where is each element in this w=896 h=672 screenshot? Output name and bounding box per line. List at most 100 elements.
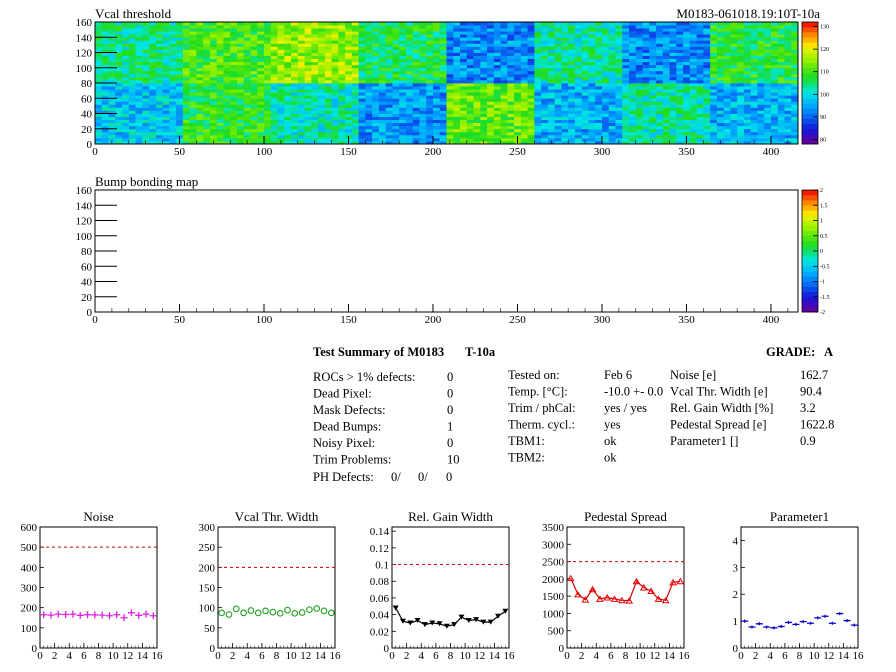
heatmap-cell <box>378 104 387 108</box>
heatmap-cell <box>635 89 643 93</box>
colorbar-band <box>802 251 818 257</box>
y-tick-label: 0 <box>384 643 390 655</box>
heatmap-cell <box>723 70 731 75</box>
heatmap-cell <box>419 70 427 75</box>
heatmap-cell <box>203 86 211 90</box>
heatmap-cell <box>142 119 150 124</box>
heatmap-cell <box>446 107 454 111</box>
heatmap-cell <box>453 22 461 26</box>
heatmap-cell <box>480 137 488 142</box>
heatmap-cell <box>142 64 150 69</box>
x-tick-label: 4 <box>67 650 73 662</box>
heatmap-cell <box>203 22 211 26</box>
heatmap-cell <box>534 55 542 59</box>
heatmap-cell <box>669 119 677 124</box>
heatmap-cell <box>243 104 251 108</box>
heatmap-cell <box>243 128 251 133</box>
heatmap-cell <box>743 28 752 32</box>
heatmap-cell <box>669 22 677 26</box>
heatmap-cell <box>527 46 535 50</box>
heatmap-cell <box>453 40 461 44</box>
heatmap-cell <box>304 40 312 44</box>
heatmap-cell <box>338 70 346 75</box>
heatmap-cell <box>493 43 501 47</box>
heatmap-cell <box>392 25 400 29</box>
heatmap-cell <box>358 113 366 117</box>
heatmap-cell <box>378 61 387 66</box>
heatmap-cell <box>554 49 562 53</box>
heatmap-cell <box>764 86 772 90</box>
heatmap-cell <box>365 98 373 102</box>
heatmap-cell <box>601 67 610 72</box>
heatmap-cell <box>108 83 116 87</box>
heatmap-cell <box>378 67 387 72</box>
heatmap-cell <box>243 122 251 127</box>
heatmap-cell <box>615 64 623 69</box>
heatmap-cell <box>291 95 299 99</box>
heatmap-cell <box>656 107 664 111</box>
data-point <box>574 590 582 598</box>
heatmap-cell <box>656 104 664 108</box>
heatmap-cell <box>439 122 447 127</box>
heatmap-cell <box>108 128 116 133</box>
heatmap-cell <box>595 107 603 111</box>
data-point <box>588 585 597 593</box>
heatmap-cell <box>399 98 407 102</box>
heatmap-cell <box>723 25 731 29</box>
heatmap-cell <box>716 43 725 47</box>
heatmap-cell <box>568 58 576 63</box>
heatmap-cell <box>405 137 414 142</box>
heatmap-cell <box>324 46 332 50</box>
heatmap-cell <box>601 107 610 111</box>
colorbar-band <box>802 240 818 247</box>
heatmap-cell <box>405 37 414 41</box>
heatmap-cell <box>791 43 799 47</box>
heatmap-cell <box>764 92 772 96</box>
heatmap-cell <box>473 116 481 120</box>
heatmap-cell <box>723 131 731 136</box>
heatmap-cell <box>257 128 265 133</box>
data-point <box>654 595 663 602</box>
heatmap-cell <box>770 28 779 32</box>
heatmap-cell <box>392 83 400 87</box>
heatmap-cell <box>487 73 495 78</box>
heatmap-cell <box>95 122 103 127</box>
heatmap-cell <box>696 55 704 59</box>
series-line <box>570 577 681 602</box>
heatmap-cell <box>426 98 434 102</box>
heatmap-cell <box>487 122 495 127</box>
heatmap-cell <box>770 76 779 81</box>
heatmap-cell <box>703 86 711 90</box>
heatmap-cell <box>595 49 603 53</box>
heatmap-cell <box>534 76 542 81</box>
heatmap-cell <box>527 122 535 127</box>
data-point <box>465 617 472 623</box>
heatmap-cell <box>750 40 758 44</box>
heatmap-cell <box>770 58 779 63</box>
heatmap-cell <box>358 101 366 105</box>
heatmap-cell <box>155 34 163 38</box>
heatmap-cell <box>196 89 204 93</box>
heatmap-cell <box>432 52 441 56</box>
heatmap-cell <box>737 31 745 35</box>
heatmap-cell <box>574 64 583 69</box>
heatmap-cell <box>588 40 596 44</box>
heatmap-cell <box>601 61 610 66</box>
heatmap-cell <box>764 110 772 114</box>
heatmap-cell <box>291 61 299 66</box>
heatmap-cell <box>277 22 285 26</box>
heatmap-cell <box>574 113 583 117</box>
heatmap-cell <box>791 46 799 50</box>
heatmap-cell <box>554 89 562 93</box>
colorbar-band <box>802 67 818 74</box>
heatmap-cell <box>297 101 305 105</box>
heatmap-cell <box>737 34 745 38</box>
heatmap-cell <box>392 67 400 72</box>
heatmap-cell <box>710 131 718 136</box>
heatmap-cell <box>615 104 623 108</box>
heatmap-cell <box>561 49 569 53</box>
defect-label: Noisy Pixel: <box>313 436 375 450</box>
heatmap-cell <box>683 52 691 56</box>
heatmap-cell <box>399 89 407 93</box>
heatmap-cell <box>135 119 143 124</box>
